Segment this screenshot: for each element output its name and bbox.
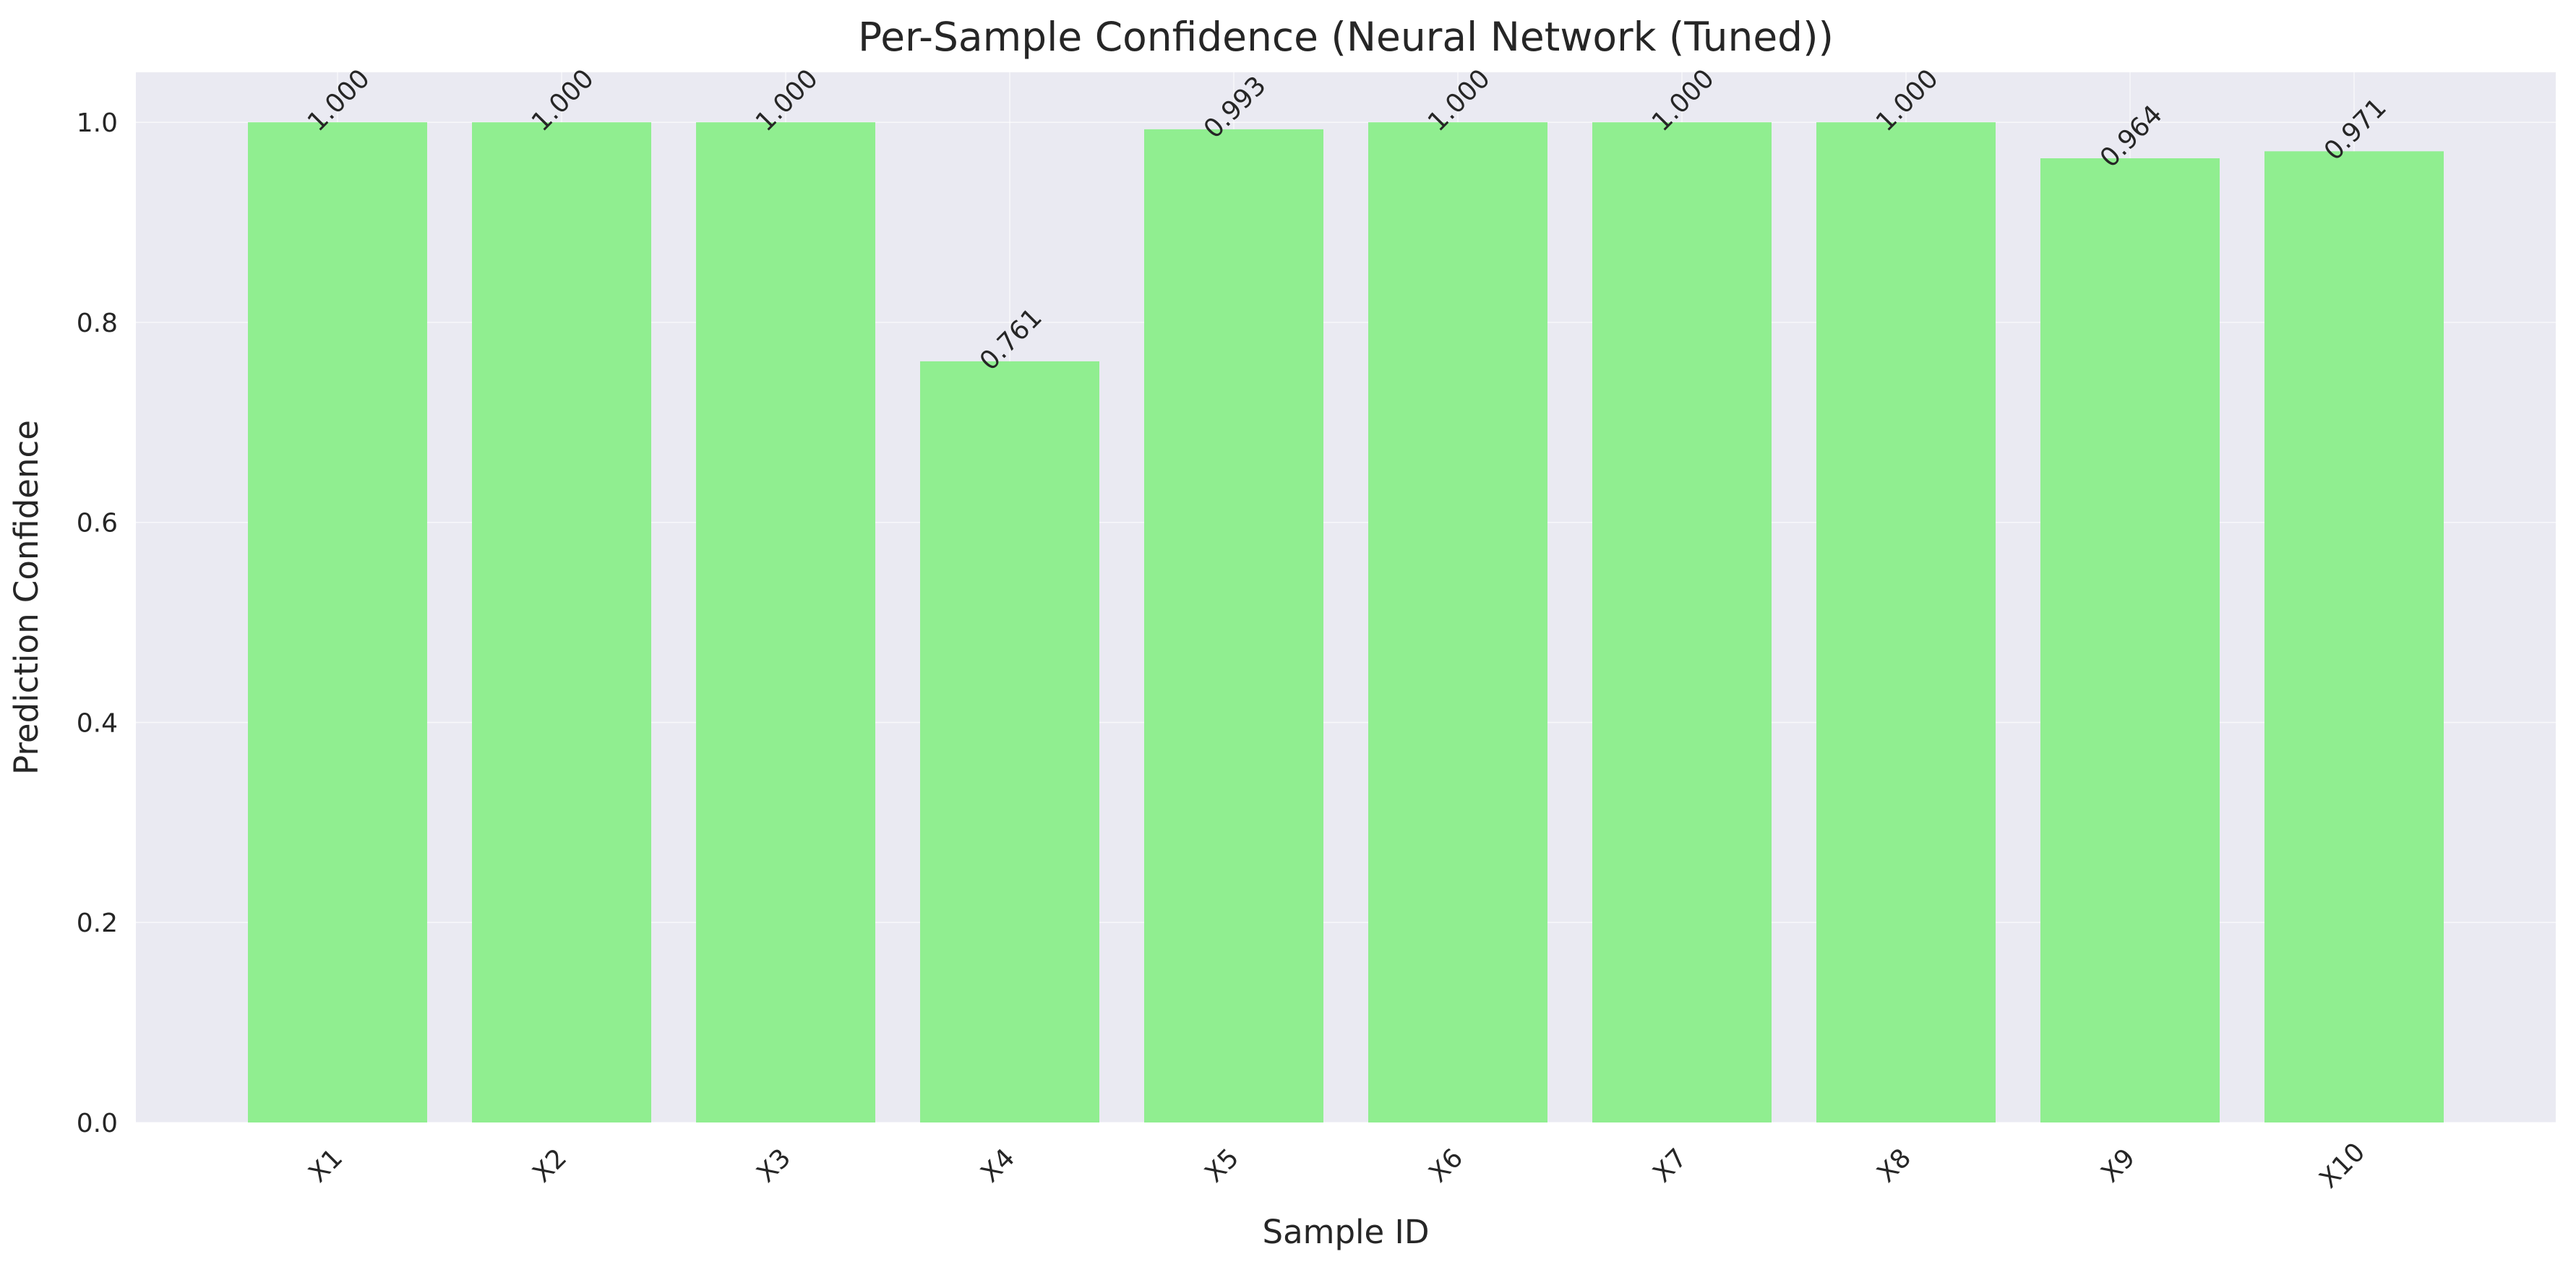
- bar: [1592, 122, 1772, 1123]
- bars: [248, 122, 2444, 1123]
- y-tick-label: 1.0: [77, 108, 118, 138]
- y-tick-label: 0.8: [77, 309, 118, 338]
- x-axis-label: Sample ID: [1263, 1213, 1430, 1251]
- x-axis-ticks: X1 X2 X3 X4 X5 X6 X7 X8 X9 X10: [304, 1137, 2371, 1194]
- x-tick-label: X4: [976, 1143, 1021, 1189]
- bar: [2264, 151, 2444, 1123]
- bar: [920, 361, 1099, 1123]
- x-tick-label: X6: [1424, 1143, 1469, 1189]
- x-tick-label: X1: [304, 1143, 349, 1189]
- x-tick-label: X8: [1872, 1143, 1918, 1189]
- x-tick-label: X3: [752, 1143, 797, 1189]
- y-axis-label: Prediction Confidence: [7, 420, 46, 775]
- y-tick-label: 0.4: [77, 708, 118, 738]
- x-tick-label: X7: [1648, 1143, 1693, 1189]
- bar: [1368, 122, 1547, 1123]
- x-tick-label: X10: [2314, 1137, 2371, 1194]
- bar: [248, 122, 427, 1123]
- y-tick-label: 0.6: [77, 509, 118, 538]
- y-tick-label: 0.2: [77, 909, 118, 938]
- x-tick-label: X5: [1200, 1143, 1245, 1189]
- bar: [472, 122, 651, 1123]
- x-tick-label: X2: [528, 1143, 573, 1189]
- chart-title: Per-Sample Confidence (Neural Network (T…: [858, 14, 1834, 60]
- bar: [1144, 129, 1323, 1122]
- bar: [1816, 122, 1996, 1123]
- bar: [696, 122, 875, 1123]
- y-tick-label: 0.0: [77, 1109, 118, 1138]
- y-axis-ticks: 0.0 0.2 0.4 0.6 0.8 1.0: [77, 108, 118, 1138]
- x-tick-label: X9: [2096, 1143, 2142, 1189]
- bar: [2040, 158, 2220, 1123]
